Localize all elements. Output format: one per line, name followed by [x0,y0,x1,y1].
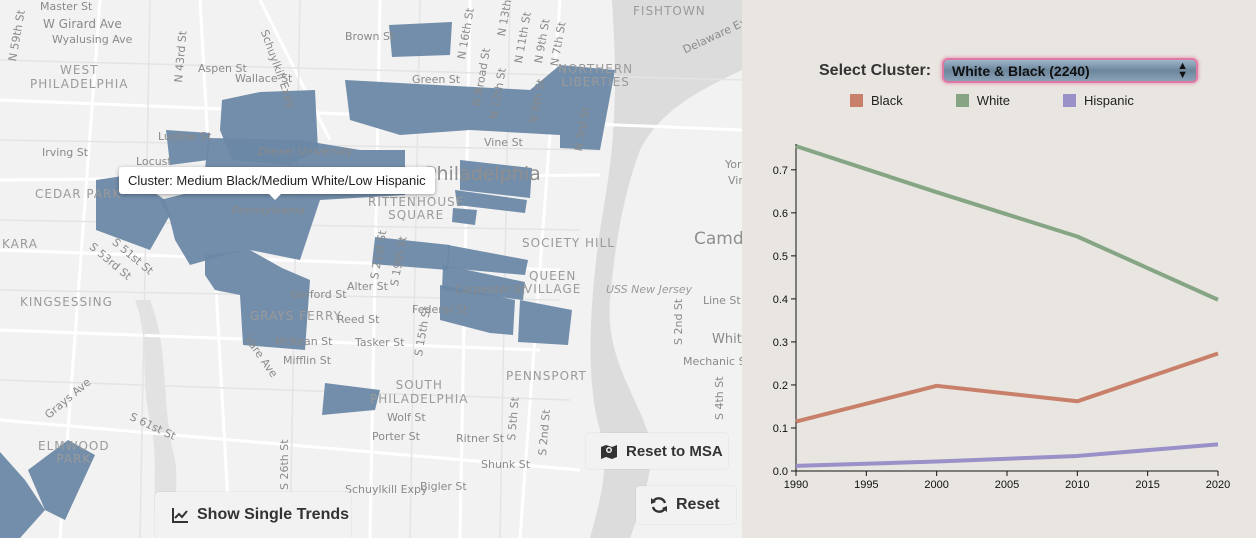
map-label: Mechanic St [683,355,742,368]
x-tick-label: 2000 [924,479,948,491]
x-tick-label: 1995 [854,479,878,491]
series-line-white [795,144,1219,302]
schuylkill-river [135,300,177,538]
x-tick-label: 1990 [784,479,808,491]
refresh-icon [650,496,668,514]
reset-to-msa-button[interactable]: Reset to MSA [586,433,728,469]
y-tick-label: 0.0 [773,466,788,478]
trend-panel: Select Cluster: White & Black (2240) ▲ ▼ … [742,0,1256,538]
cluster-select-value: White & Black (2240) [952,62,1090,79]
legend-item-hispanic: Hispanic [1063,93,1134,108]
series-line-black [795,351,1219,424]
map-label: Brown St [345,30,395,43]
map-label: RITTENHOUSE SQUARE [368,195,465,222]
legend-label: Black [871,93,903,108]
map-label: Tasker St [355,336,405,349]
map-label: Whitm [712,332,742,347]
map-label: Green St [412,73,461,86]
legend-item-white: White [955,93,1011,108]
delaware-river [590,0,742,538]
map-view[interactable]: Master St W Girard Ave Wyalusing Ave WES… [0,0,742,538]
map-label: KARA [2,237,38,251]
map-label: Gerford St [290,288,347,301]
map-label: WEST PHILADELPHIA [30,63,129,91]
map-label: Alter St [347,280,388,293]
reset-label: Reset [676,496,720,513]
map-label: FISHTOWN [633,4,706,18]
map-label: Shunk St [481,458,531,471]
map-label: Federal St [412,303,468,316]
trend-line-chart: 0.0 0.1 0.2 0.3 0.4 0.5 0.6 0.7 1990 1995 2000 2005… [773,144,1230,491]
map-label: Wyalusing Ave [52,33,133,46]
map-label: Reed St [337,313,380,326]
map-label: USS New Jersey [606,283,693,296]
map-label: Porter St [372,430,420,443]
chart-legend: Black White Hispanic [850,93,1187,108]
y-tick-label: 0.6 [773,208,788,220]
x-tick-label: 2010 [1065,479,1089,491]
y-tick-label: 0.1 [773,423,788,435]
map-label: York [725,158,742,171]
map-label: GRAYS FERRY [250,309,342,323]
map-label: KINGSESSING [20,295,113,309]
map-label: Line St [703,294,741,307]
map-label: Camde [694,229,742,249]
y-tick-label: 0.2 [773,380,788,392]
map-label: Philadelphia [425,163,541,185]
x-tick-label: 2020 [1206,479,1230,491]
map-label: Wallace St [235,72,293,85]
map-label: S 4th St [713,376,726,420]
series-line-hispanic [795,442,1219,468]
map-label: S 2nd St [672,298,685,345]
map-label: Pennsylvania [232,204,305,217]
map-label: CEDAR PARK [35,187,122,201]
map-label: S 26th St [278,439,291,490]
map-label: ELMWOOD PARK [38,439,110,466]
map-marker-icon [600,442,618,460]
map-label: Schuylkill Expy [345,483,428,496]
map-label: Vine [728,174,742,187]
reset-to-msa-label: Reset to MSA [626,442,723,460]
cluster-tooltip: Cluster: Medium Black/Medium White/Low H… [119,167,435,200]
map-label: Drexel University [258,145,354,158]
y-tick-label: 0.4 [773,294,788,306]
y-tick-label: 0.7 [773,165,788,177]
map-label: W Girard Ave [43,17,122,31]
map-label: Aspen St [198,62,247,75]
x-tick-label: 2015 [1135,479,1159,491]
show-single-trends-button[interactable]: Show Single Trends [155,492,351,538]
map-label: Ritner St [456,432,505,445]
map-label: Ludlow St [158,130,212,143]
y-tick-label: 0.5 [773,251,788,263]
map-label: McKean St [275,335,333,348]
cluster-select[interactable]: White & Black (2240) ▲ ▼ [942,58,1198,83]
legend-item-black: Black [850,93,903,108]
map-label: PENNSPORT [506,369,587,383]
map-label: Carpenter St [455,283,526,296]
map-label: Locust [136,155,172,168]
map-label: NORTHERN LIBERTIES [558,62,634,89]
x-tick-label: 2005 [995,479,1019,491]
map-label: Master St [40,0,93,13]
legend-label: White [976,93,1011,108]
select-cluster-label: Select Cluster: [819,62,932,79]
select-arrows-icon: ▲ ▼ [1177,59,1188,81]
reset-button[interactable]: Reset [636,486,736,524]
map-label: Wolf St [387,411,426,424]
map-label: SOUTH PHILADELPHIA [370,378,469,406]
map-label: Bigler St [420,480,467,493]
show-single-trends-label: Show Single Trends [197,506,350,523]
map-label: QUEEN VILLAGE [524,269,582,296]
y-tick-label: 0.3 [773,337,788,349]
legend-swatch [850,94,863,107]
legend-swatch [1063,94,1077,107]
legend-label: Hispanic [1084,93,1134,108]
map-label: Irving St [42,146,89,159]
map-label: Vine St [484,136,523,149]
line-chart-icon [171,506,189,524]
legend-swatch [955,94,969,107]
map-label: SOCIETY HILL [522,236,615,250]
map-label: Mifflin St [283,354,332,367]
